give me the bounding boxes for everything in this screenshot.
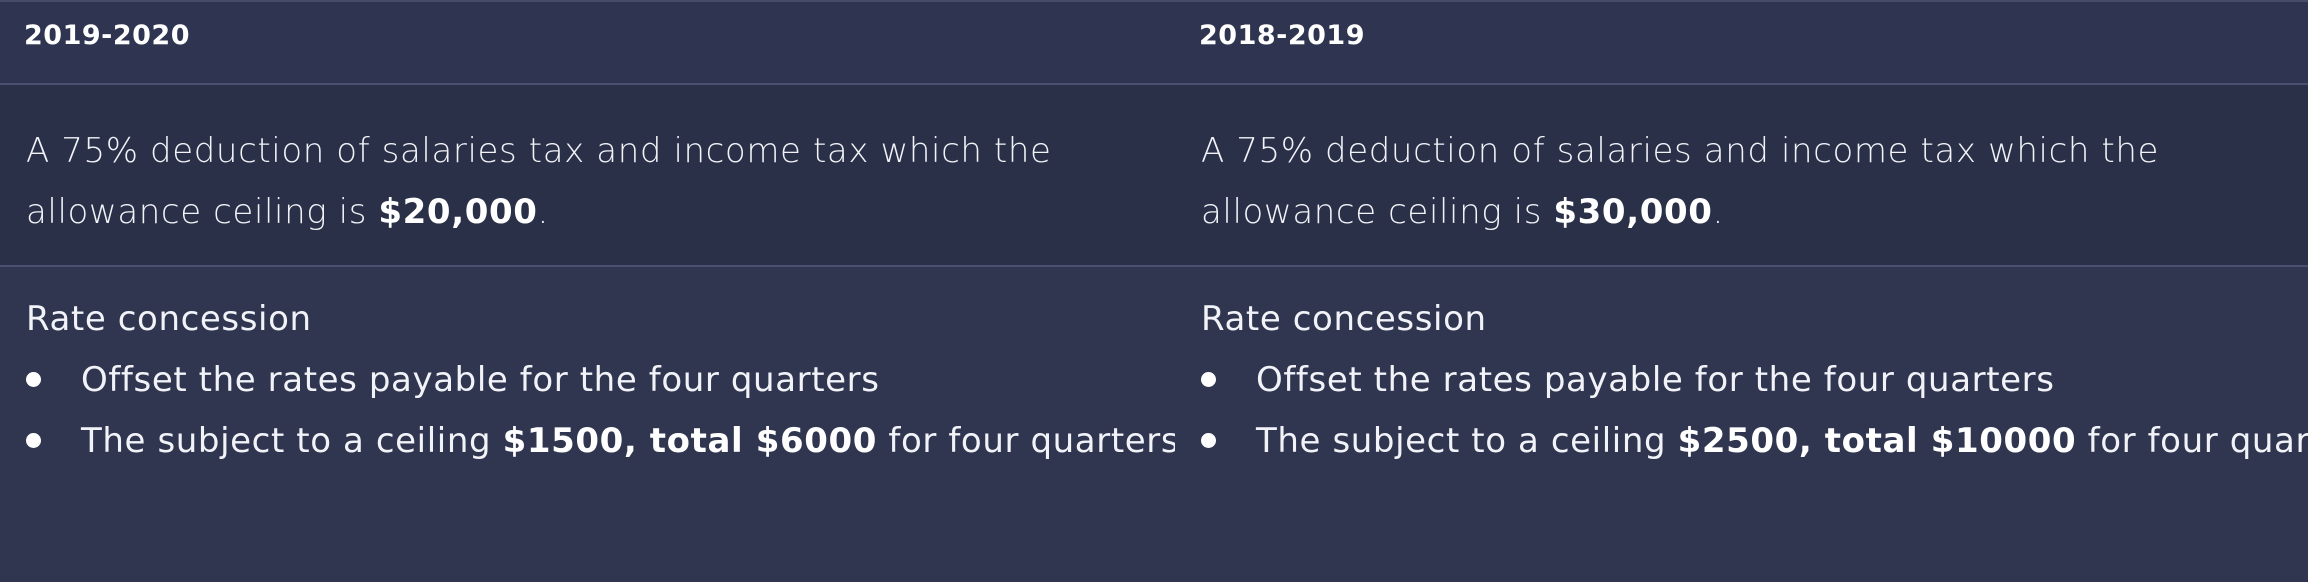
deduction-text-right: A 75% deduction of salaries and income t… [1201, 131, 2160, 232]
bullet-text: Offset the rates payable for the four qu… [81, 360, 880, 400]
rate-concession-list-left: Offset the rates payable for the four qu… [26, 358, 1175, 464]
rate-concession-cell-2018-2019: Rate concession Offset the rates payable… [1175, 267, 2308, 582]
rate-concession-cell-2019-2020: Rate concession Offset the rates payable… [0, 267, 1175, 582]
header-2019-2020: 2019-2020 [0, 2, 1175, 85]
column-header-right: 2018-2019 [1199, 20, 1365, 51]
bullet-text-before: The subject to a ceiling [81, 421, 503, 461]
deduction-end-right: . [1712, 192, 1724, 232]
deduction-end-left: . [537, 192, 549, 232]
list-item: The subject to a ceiling $1500, total $6… [26, 419, 1175, 464]
deduction-text-left: A 75% deduction of salaries tax and inco… [26, 131, 1052, 232]
bullet-text: Offset the rates payable for the four qu… [1256, 360, 2055, 400]
bullet-text-before: The subject to a ceiling [1256, 421, 1678, 461]
ceiling-amount-right: $2500, total $10000 [1677, 421, 2077, 461]
deduction-amount-left: $20,000 [378, 192, 538, 232]
ceiling-amount-left: $1500, total $6000 [502, 421, 877, 461]
bullet-icon [1201, 433, 1216, 448]
list-item: Offset the rates payable for the four qu… [26, 358, 1175, 403]
header-2018-2019: 2018-2019 [1175, 2, 2308, 85]
deduction-cell-2018-2019: A 75% deduction of salaries and income t… [1175, 85, 2308, 267]
bullet-text-after: for four quarters [2087, 421, 2308, 461]
bullet-icon [26, 433, 41, 448]
bullet-icon [1201, 372, 1216, 387]
column-header-left: 2019-2020 [24, 20, 190, 51]
bullet-icon [26, 372, 41, 387]
bullet-text-after: for four quarters [877, 421, 1175, 461]
list-item: The subject to a ceiling $2500, total $1… [1201, 419, 2308, 464]
deduction-cell-2019-2020: A 75% deduction of salaries tax and inco… [0, 85, 1175, 267]
deduction-amount-right: $30,000 [1553, 192, 1713, 232]
rate-concession-title-right: Rate concession [1201, 299, 1487, 339]
list-item: Offset the rates payable for the four qu… [1201, 358, 2308, 403]
rate-concession-list-right: Offset the rates payable for the four qu… [1201, 358, 2308, 464]
rate-concession-title-left: Rate concession [26, 299, 312, 339]
